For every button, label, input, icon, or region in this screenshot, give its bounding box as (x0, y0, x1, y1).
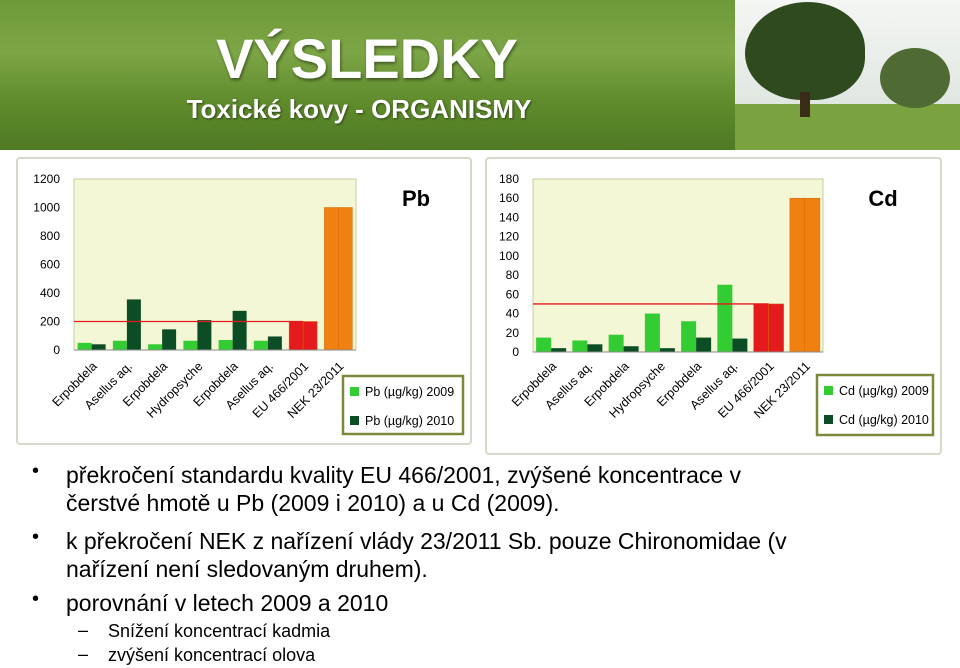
bar-2009-3 (183, 340, 198, 350)
bar-2009-7 (789, 197, 806, 353)
bar-2009-1 (572, 340, 588, 352)
bar-2009-4 (218, 340, 233, 350)
bullet-marker: • (32, 588, 40, 610)
legend-label: Pb (µg/kg) 2009 (365, 385, 454, 399)
y-tick-label: 160 (499, 191, 519, 205)
y-tick-label: 0 (512, 345, 519, 359)
y-tick-label: 400 (40, 286, 60, 300)
sub-bullet-1: Snížení koncentrací kadmia (108, 621, 331, 641)
y-tick-label: 180 (499, 172, 519, 186)
bar-2010-1 (126, 299, 141, 350)
y-tick-label: 100 (499, 249, 519, 263)
bar-2009-2 (608, 334, 624, 352)
slide-title: VÝSLEDKY (216, 27, 518, 90)
chart-panel-pb: 0 200 400 600 800 1000 1200 Erpobdela Asellus aq… (16, 157, 472, 445)
legend-swatch (824, 415, 833, 424)
bar-2010-5 (732, 338, 748, 352)
bullet-1-line-2: čerstvé hmotě u Pb (2009 i 2010) a u Cd … (66, 490, 560, 516)
chart-title: Cd (868, 186, 897, 211)
bar-2010-0 (551, 348, 567, 352)
bar-2009-2 (148, 344, 163, 350)
bullet-1-line-1: překročení standardu kvality EU 466/2001… (66, 462, 742, 488)
bar-2010-4 (696, 337, 712, 352)
bar-2010-6 (302, 321, 318, 351)
bar-2009-4 (681, 321, 697, 352)
bullet-marker: • (32, 526, 40, 548)
y-tick-label: 1000 (33, 201, 60, 215)
chart-cd: 020406080100120140160180ErpobdelaAsellus… (499, 172, 935, 437)
bullet-2-line-2: nařízení není sledovaným druhem). (66, 556, 428, 582)
y-tick-label: 60 (506, 287, 520, 301)
bar-2010-7 (338, 207, 353, 351)
bar-2009-0 (536, 337, 552, 352)
header-banner (0, 0, 960, 150)
chart-body: 020406080100120140160180ErpobdelaAsellus… (499, 172, 935, 437)
y-tick-label: 1200 (33, 172, 60, 186)
sub-bullet-marker: – (78, 620, 89, 640)
legend-swatch (350, 416, 359, 425)
sub-bullet-marker: – (78, 644, 89, 664)
legend-label: Cd (µg/kg) 2010 (839, 413, 929, 427)
bar-2010-2 (162, 329, 177, 350)
bar-2010-3 (197, 320, 212, 350)
sub-bullet-2: zvýšení koncentrací olova (108, 645, 316, 665)
bar-2010-0 (91, 344, 106, 350)
bar-2009-1 (112, 340, 127, 350)
bar-2009-3 (644, 313, 660, 352)
y-tick-label: 0 (53, 343, 60, 357)
bar-2010-4 (232, 310, 247, 350)
y-tick-label: 20 (506, 326, 520, 340)
y-tick-label: 40 (506, 307, 520, 321)
bar-2010-7 (804, 197, 821, 353)
y-tick-label: 600 (40, 258, 60, 272)
bar-2010-1 (587, 344, 603, 352)
legend-label: Cd (µg/kg) 2009 (839, 384, 929, 398)
slide-subtitle: Toxické kovy - ORGANISMY (186, 94, 532, 124)
bullet-2-line-1: k překročení NEK z nařízení vlády 23/201… (66, 528, 787, 554)
bullet-3-line-1: porovnání v letech 2009 a 2010 (66, 590, 389, 616)
y-tick-label: 120 (499, 230, 519, 244)
bar-2009-5 (253, 340, 268, 350)
chart-panel-cd: 0 20 40 60 80 100 120 140 160 180 Erpobdela Asellus… (485, 157, 942, 455)
tree-trunk (800, 92, 810, 117)
legend-label: Pb (µg/kg) 2010 (365, 414, 454, 428)
legend-swatch (824, 386, 833, 395)
bar-2009-6 (288, 321, 304, 351)
bar-2009-5 (717, 284, 733, 352)
y-tick-label: 140 (499, 210, 519, 224)
legend-box (341, 374, 465, 436)
bullet-marker: • (32, 460, 40, 482)
bar-2009-0 (77, 342, 92, 350)
field-photo (735, 104, 960, 150)
y-tick-label: 200 (40, 315, 60, 329)
bar-2010-3 (659, 348, 675, 352)
bar-2009-7 (324, 207, 339, 351)
legend-box (815, 373, 935, 437)
y-tick-label: 800 (40, 229, 60, 243)
bar-2010-6 (768, 303, 784, 353)
y-tick-label: 80 (506, 268, 520, 282)
legend-swatch (350, 387, 359, 396)
bar-2010-2 (623, 346, 639, 352)
bar-2009-6 (753, 303, 769, 353)
tree-photo (745, 2, 865, 100)
bar-2010-5 (267, 336, 282, 350)
chart-title: Pb (402, 186, 430, 211)
bush-photo (880, 48, 950, 108)
